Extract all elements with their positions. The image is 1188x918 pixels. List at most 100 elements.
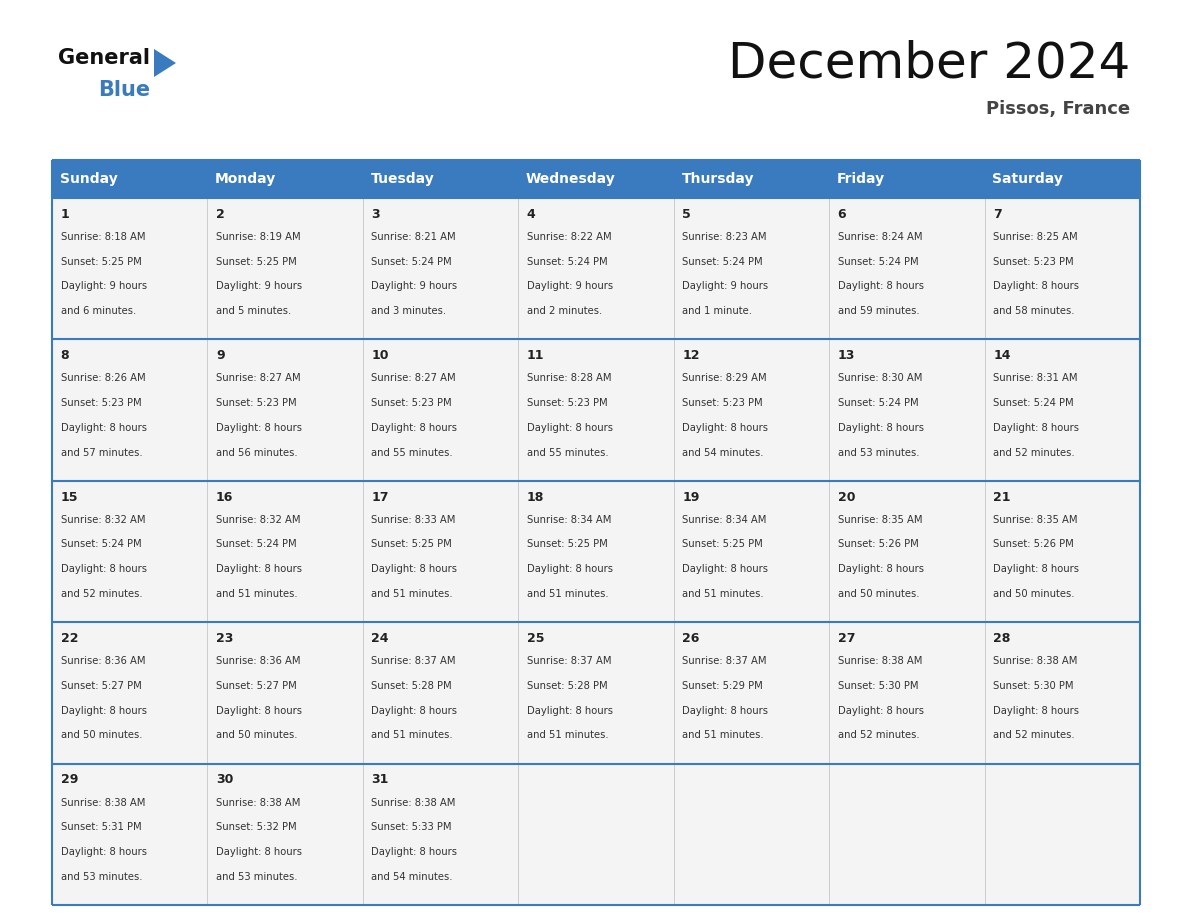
Text: and 54 minutes.: and 54 minutes. — [372, 872, 453, 882]
Text: Sunset: 5:30 PM: Sunset: 5:30 PM — [838, 681, 918, 691]
Text: Daylight: 8 hours: Daylight: 8 hours — [526, 706, 613, 716]
Text: Sunrise: 8:38 AM: Sunrise: 8:38 AM — [372, 798, 456, 808]
Text: Sunrise: 8:25 AM: Sunrise: 8:25 AM — [993, 232, 1078, 242]
Bar — [518, 160, 674, 198]
Text: Sunset: 5:25 PM: Sunset: 5:25 PM — [526, 540, 607, 550]
Text: 21: 21 — [993, 491, 1011, 504]
Text: Monday: Monday — [215, 172, 277, 186]
Bar — [829, 160, 985, 198]
Bar — [829, 198, 985, 340]
Bar — [362, 340, 518, 481]
Text: Friday: Friday — [836, 172, 885, 186]
Text: Sunset: 5:24 PM: Sunset: 5:24 PM — [526, 257, 607, 267]
Text: 8: 8 — [61, 349, 69, 363]
Text: Sunset: 5:26 PM: Sunset: 5:26 PM — [838, 540, 918, 550]
Text: Daylight: 8 hours: Daylight: 8 hours — [993, 706, 1079, 716]
Bar — [674, 160, 829, 198]
Bar — [829, 340, 985, 481]
Text: Sunset: 5:24 PM: Sunset: 5:24 PM — [993, 398, 1074, 409]
Text: Sunset: 5:23 PM: Sunset: 5:23 PM — [61, 398, 141, 409]
Text: Daylight: 9 hours: Daylight: 9 hours — [216, 282, 302, 291]
Text: 9: 9 — [216, 349, 225, 363]
Text: Daylight: 8 hours: Daylight: 8 hours — [216, 706, 302, 716]
Text: 13: 13 — [838, 349, 855, 363]
Text: Sunrise: 8:32 AM: Sunrise: 8:32 AM — [61, 515, 145, 525]
Bar — [362, 481, 518, 622]
Text: Sunrise: 8:27 AM: Sunrise: 8:27 AM — [216, 374, 301, 384]
Text: Tuesday: Tuesday — [371, 172, 435, 186]
Text: 3: 3 — [372, 207, 380, 221]
Text: Daylight: 8 hours: Daylight: 8 hours — [61, 847, 146, 857]
Text: Sunrise: 8:18 AM: Sunrise: 8:18 AM — [61, 232, 145, 242]
Text: 31: 31 — [372, 774, 388, 787]
Text: and 6 minutes.: and 6 minutes. — [61, 307, 135, 316]
Text: Sunset: 5:28 PM: Sunset: 5:28 PM — [372, 681, 451, 691]
Text: Sunset: 5:24 PM: Sunset: 5:24 PM — [216, 540, 297, 550]
Text: Sunset: 5:32 PM: Sunset: 5:32 PM — [216, 823, 297, 833]
Text: and 59 minutes.: and 59 minutes. — [838, 307, 920, 316]
Text: Daylight: 8 hours: Daylight: 8 hours — [372, 565, 457, 575]
Text: and 51 minutes.: and 51 minutes. — [372, 731, 453, 741]
Text: and 52 minutes.: and 52 minutes. — [61, 589, 143, 599]
Text: Sunset: 5:27 PM: Sunset: 5:27 PM — [61, 681, 141, 691]
Bar — [674, 481, 829, 622]
Text: Sunset: 5:24 PM: Sunset: 5:24 PM — [682, 257, 763, 267]
Text: General: General — [58, 48, 150, 68]
Text: 25: 25 — [526, 633, 544, 645]
Bar — [52, 622, 208, 764]
Text: Sunrise: 8:37 AM: Sunrise: 8:37 AM — [682, 656, 766, 666]
Text: and 52 minutes.: and 52 minutes. — [838, 731, 920, 741]
Text: Daylight: 8 hours: Daylight: 8 hours — [526, 423, 613, 432]
Bar — [52, 198, 208, 340]
Text: Daylight: 8 hours: Daylight: 8 hours — [61, 565, 146, 575]
Text: and 58 minutes.: and 58 minutes. — [993, 307, 1075, 316]
Text: Daylight: 8 hours: Daylight: 8 hours — [216, 423, 302, 432]
Text: and 55 minutes.: and 55 minutes. — [526, 448, 608, 457]
Bar — [518, 340, 674, 481]
Bar — [985, 340, 1140, 481]
Text: Daylight: 8 hours: Daylight: 8 hours — [838, 423, 924, 432]
Text: Sunrise: 8:38 AM: Sunrise: 8:38 AM — [61, 798, 145, 808]
Text: 29: 29 — [61, 774, 78, 787]
Text: and 1 minute.: and 1 minute. — [682, 307, 752, 316]
Text: and 51 minutes.: and 51 minutes. — [682, 589, 764, 599]
Text: Daylight: 8 hours: Daylight: 8 hours — [372, 706, 457, 716]
Text: Sunset: 5:25 PM: Sunset: 5:25 PM — [372, 540, 453, 550]
Text: Sunrise: 8:34 AM: Sunrise: 8:34 AM — [526, 515, 611, 525]
Text: 6: 6 — [838, 207, 846, 221]
Text: Sunset: 5:24 PM: Sunset: 5:24 PM — [372, 257, 451, 267]
Text: Sunrise: 8:19 AM: Sunrise: 8:19 AM — [216, 232, 301, 242]
Text: Sunset: 5:23 PM: Sunset: 5:23 PM — [682, 398, 763, 409]
Text: and 53 minutes.: and 53 minutes. — [838, 448, 920, 457]
Text: Daylight: 8 hours: Daylight: 8 hours — [372, 847, 457, 857]
Text: Sunset: 5:23 PM: Sunset: 5:23 PM — [526, 398, 607, 409]
Text: 27: 27 — [838, 633, 855, 645]
Text: Daylight: 9 hours: Daylight: 9 hours — [372, 282, 457, 291]
Polygon shape — [154, 49, 176, 77]
Bar — [208, 764, 362, 905]
Text: Daylight: 8 hours: Daylight: 8 hours — [993, 282, 1079, 291]
Text: Sunset: 5:31 PM: Sunset: 5:31 PM — [61, 823, 141, 833]
Text: Sunrise: 8:38 AM: Sunrise: 8:38 AM — [216, 798, 301, 808]
Bar — [208, 198, 362, 340]
Text: 1: 1 — [61, 207, 69, 221]
Text: Sunrise: 8:26 AM: Sunrise: 8:26 AM — [61, 374, 145, 384]
Text: and 51 minutes.: and 51 minutes. — [526, 731, 608, 741]
Text: 15: 15 — [61, 491, 78, 504]
Text: Sunset: 5:25 PM: Sunset: 5:25 PM — [216, 257, 297, 267]
Bar — [362, 764, 518, 905]
Text: Sunrise: 8:36 AM: Sunrise: 8:36 AM — [61, 656, 145, 666]
Bar — [674, 622, 829, 764]
Text: Sunrise: 8:28 AM: Sunrise: 8:28 AM — [526, 374, 612, 384]
Text: and 51 minutes.: and 51 minutes. — [682, 731, 764, 741]
Text: Sunrise: 8:34 AM: Sunrise: 8:34 AM — [682, 515, 766, 525]
Text: 2: 2 — [216, 207, 225, 221]
Text: Sunset: 5:26 PM: Sunset: 5:26 PM — [993, 540, 1074, 550]
Text: Daylight: 8 hours: Daylight: 8 hours — [838, 282, 924, 291]
Text: 23: 23 — [216, 633, 233, 645]
Text: Sunset: 5:23 PM: Sunset: 5:23 PM — [216, 398, 297, 409]
Text: Saturday: Saturday — [992, 172, 1063, 186]
Text: and 50 minutes.: and 50 minutes. — [216, 731, 297, 741]
Text: Sunrise: 8:30 AM: Sunrise: 8:30 AM — [838, 374, 922, 384]
Text: 19: 19 — [682, 491, 700, 504]
